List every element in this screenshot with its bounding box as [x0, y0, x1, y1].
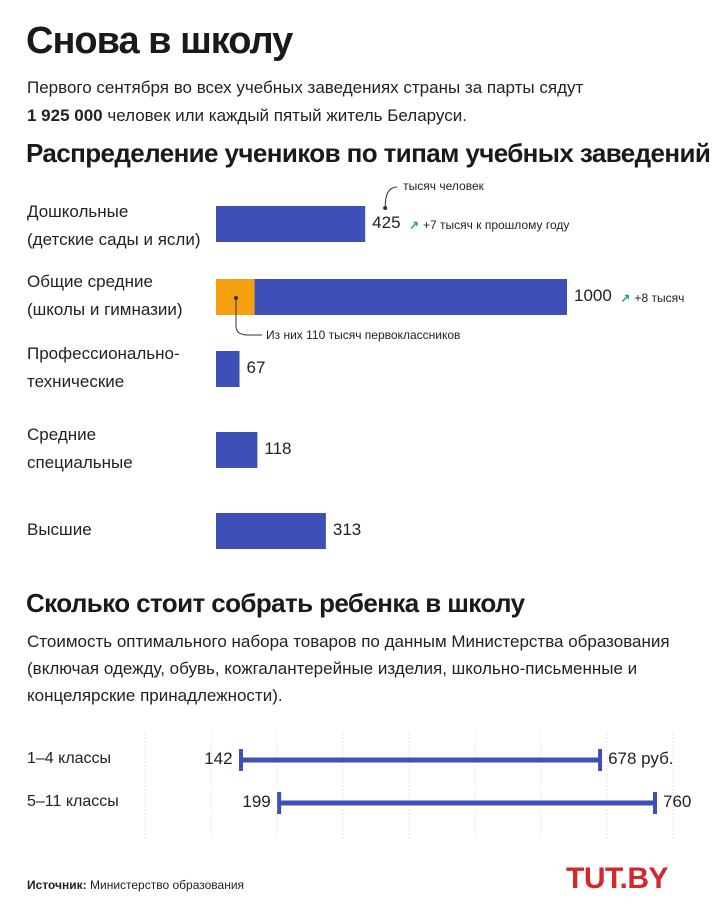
up-arrow-icon: ↗: [408, 218, 420, 232]
range-row-label-1: 5–11 классы: [27, 793, 119, 810]
intro-line-2-rest: человек или каждый пятый житель Беларуси…: [102, 106, 467, 125]
bar-3: [216, 432, 258, 468]
total-students-number: 1 925 000: [27, 106, 103, 125]
delta-label-0: ↗ +7 тысяч к прошлому году: [409, 218, 569, 232]
category-label-line1: Дошкольные: [27, 202, 129, 221]
bar-value-label-3: 118: [264, 439, 292, 458]
range-max-label-0: 678 руб.: [608, 749, 674, 768]
bar-1: [216, 279, 567, 315]
page-title: Снова в школу: [26, 20, 293, 62]
category-label-line1: Высшие: [27, 520, 92, 539]
category-label-line2: технические: [27, 372, 125, 391]
delta-text: +8 тысяч: [634, 291, 685, 305]
range-min-label-0: 142: [204, 749, 233, 768]
delta-label-1: ↗ +8 тысяч: [620, 291, 684, 305]
bar-value-label-4: 313: [332, 520, 362, 539]
category-label-line2: (школы и гимназии): [27, 300, 183, 319]
tutby-logo: TUT.BY: [566, 862, 669, 895]
category-label-line1: Средние: [27, 425, 97, 444]
cost-description: Стоимость оптимального набора товаров по…: [27, 632, 670, 705]
bar-0: [216, 206, 366, 242]
range-row-label-0: 1–4 классы: [27, 750, 112, 767]
range-max-label-1: 760: [663, 792, 692, 811]
unit-note-dot: [383, 206, 388, 210]
first-graders-note: Из них 110 тысяч первоклассников: [266, 328, 461, 342]
intro-line-1: Первого сентября во всех учебных заведен…: [27, 78, 584, 97]
up-arrow-icon: ↗: [620, 291, 631, 305]
bar-4: [216, 513, 326, 549]
category-label-line2: специальные: [27, 453, 133, 472]
delta-text: +7 тысяч к прошлому году: [423, 218, 570, 232]
category-label-0: Дошкольные (детские сады и ясли): [27, 198, 212, 254]
category-label-3: Средние специальные: [27, 421, 212, 477]
category-label-line1: Профессионально-: [27, 344, 180, 363]
section-title-distribution: Распределение учеников по типам учебных …: [26, 138, 711, 168]
bar-value-label-0: 425: [372, 213, 401, 232]
unit-note: тысяч человек: [403, 179, 484, 193]
intro-line-2: 1 925 000 человек или каждый пятый жител…: [27, 102, 687, 130]
bar-value-label-2: 67: [246, 358, 266, 377]
category-label-2: Профессионально-технические: [27, 340, 212, 396]
category-label-line1: Общие средние: [27, 272, 153, 291]
category-label-1: Общие средние (школы и гимназии): [27, 268, 212, 324]
bar-2: [216, 351, 240, 387]
unit-note-leader: [384, 186, 398, 208]
range-min-label-1: 199: [242, 792, 271, 811]
first-graders-leader: [235, 298, 262, 336]
source-text: Министерство образования: [86, 878, 245, 892]
category-label-line2: (детские сады и ясли): [27, 230, 201, 249]
source-note: Источник: Министерство образования: [27, 878, 244, 892]
bar-value-label-1: 1000: [574, 286, 612, 305]
source-label: Источник:: [27, 878, 87, 892]
category-label-4: Высшие: [27, 516, 212, 544]
intro-text: Первого сентября во всех учебных заведен…: [27, 74, 687, 130]
section-title-cost: Сколько стоит собрать ребенка в школу: [26, 588, 525, 618]
